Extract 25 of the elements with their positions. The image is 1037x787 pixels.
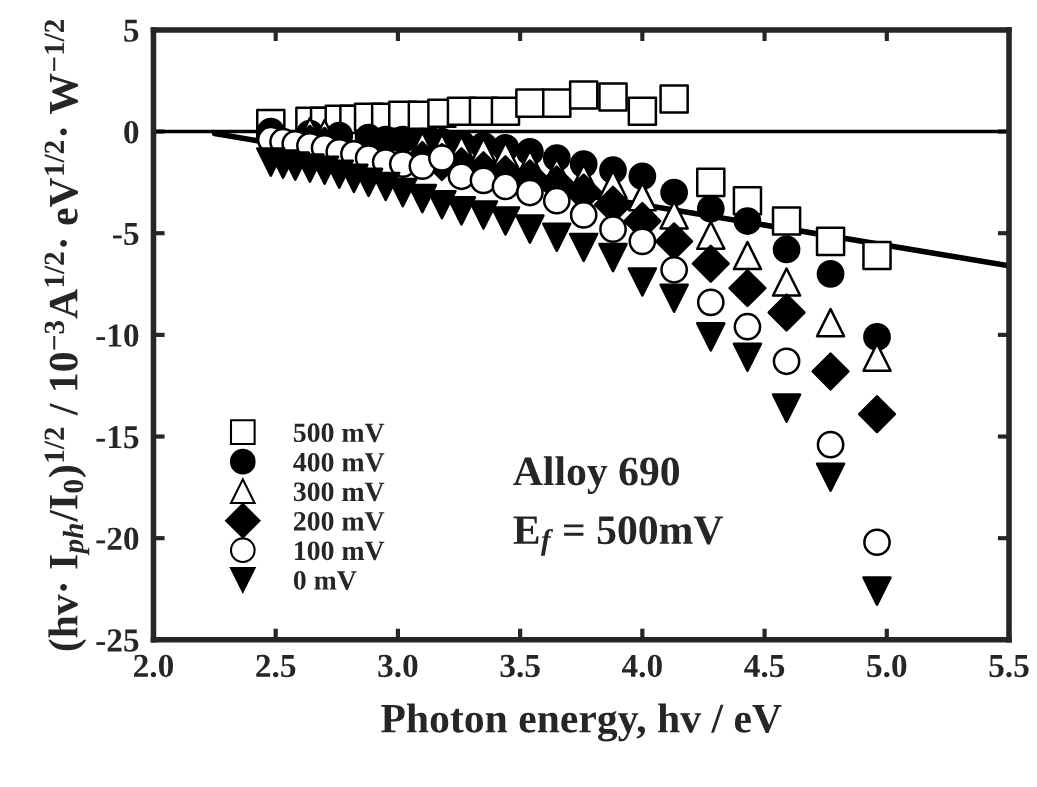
x-tick-label: 3.5 <box>500 654 540 678</box>
legend-label: 200 mV <box>293 511 385 531</box>
legend-label: 0 mV <box>293 571 357 590</box>
x-tick-label: 2.5 <box>256 654 296 678</box>
y-tick-label: -10 <box>96 324 139 347</box>
y-tick-label: 5 <box>124 19 139 42</box>
legend-label: 500 mV <box>293 423 385 443</box>
y-tick-label: -20 <box>96 527 139 551</box>
x-tick-label: 5.5 <box>989 655 1029 678</box>
x-axis-title: Photon energy, hv / eV <box>381 703 782 742</box>
x-tick-label: 5.0 <box>867 654 907 678</box>
y-tick-label: -25 <box>96 629 139 652</box>
legend-label: 100 mV <box>295 541 385 561</box>
legend-label: 300 mV <box>293 482 385 502</box>
x-tick-label: 2.0 <box>134 654 174 678</box>
annotation: E$_{f}$ = 500mV <box>513 516 723 556</box>
x-tick-label: 4.5 <box>744 654 785 678</box>
y-tick-label: -5 <box>113 222 139 246</box>
x-tick-label: 3.0 <box>378 654 418 678</box>
annotation: Alloy 690 <box>513 456 680 495</box>
y-tick-label: 0 <box>124 120 139 144</box>
legend-label: 400 mV <box>293 452 385 472</box>
x-tick-label: 4.0 <box>621 654 662 678</box>
y-tick-label: -15 <box>96 426 139 449</box>
text: (hv· I$_{ph}$/I$_{0}$)$^{1/2}$ / 10$^{−3}$A$^{1/2}$· eV$^{1/2}$· W$^{−1/2}$ <box>44 19 90 651</box>
